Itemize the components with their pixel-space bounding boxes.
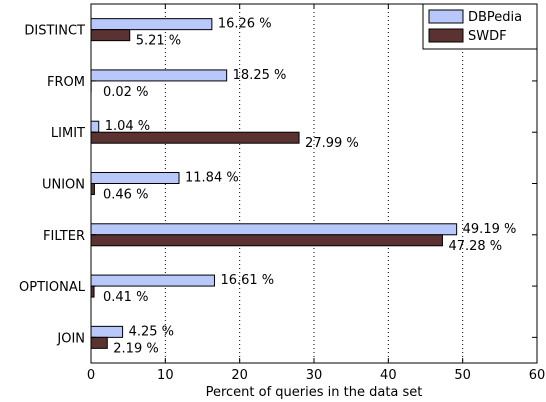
category-label-join: JOIN	[56, 331, 85, 346]
category-label-union: UNION	[42, 178, 85, 193]
bar-dbpedia-distinct	[90, 18, 213, 31]
legend-swatch-swdf	[428, 28, 464, 43]
category-label-limit: LIMIT	[51, 126, 85, 141]
data-label-dbpedia-limit: 1.04 %	[105, 119, 150, 134]
x-tick-label-20: 20	[231, 368, 248, 383]
data-label-dbpedia-from: 18.25 %	[233, 68, 287, 83]
bar-dbpedia-join	[90, 325, 124, 338]
data-label-dbpedia-filter: 49.19 %	[463, 222, 517, 237]
legend: DBPedia SWDF	[422, 3, 538, 50]
bar-dbpedia-from	[90, 69, 228, 82]
x-tick-label-50: 50	[454, 368, 471, 383]
bar-swdf-join	[90, 336, 108, 349]
bar-swdf-distinct	[90, 29, 131, 42]
bar-dbpedia-union	[90, 172, 180, 184]
bar-swdf-union	[90, 183, 95, 195]
data-label-swdf-filter: 47.28 %	[448, 239, 502, 254]
x-tick-label-30: 30	[306, 368, 323, 383]
bar-dbpedia-optional	[90, 274, 215, 287]
x-tick-label-60: 60	[529, 368, 546, 383]
x-axis-label: Percent of queries in the data set	[206, 385, 423, 400]
bar-dbpedia-limit	[90, 120, 100, 133]
data-label-dbpedia-distinct: 16.26 %	[218, 17, 272, 32]
x-tick-label-0: 0	[87, 368, 95, 383]
data-label-dbpedia-optional: 16.61 %	[220, 273, 274, 288]
x-tick-label-40: 40	[380, 368, 397, 383]
data-label-swdf-limit: 27.99 %	[305, 136, 359, 151]
category-label-optional: OPTIONAL	[19, 280, 86, 295]
category-label-filter: FILTER	[43, 229, 85, 244]
category-label-distinct: DISTINCT	[24, 24, 85, 39]
data-label-swdf-join: 2.19 %	[113, 341, 158, 356]
axis-ticks: 0 10 20 30 40 50 60 DISTINCT FROM LIMIT UNION FILTE…	[19, 4, 545, 383]
data-labels: 16.26 % 5.21 % 18.25 % 0.02 % 1.04 % 27.99 % 1…	[103, 17, 516, 357]
data-label-swdf-from: 0.02 %	[103, 85, 148, 100]
data-label-dbpedia-union: 11.84 %	[185, 171, 239, 186]
category-label-from: FROM	[47, 75, 85, 90]
bar-dbpedia-filter	[90, 223, 458, 236]
data-label-swdf-distinct: 5.21 %	[136, 34, 181, 49]
data-label-swdf-optional: 0.41 %	[103, 290, 148, 305]
data-label-dbpedia-join: 4.25 %	[129, 324, 174, 339]
x-tick-label-10: 10	[157, 368, 174, 383]
legend-label-dbpedia: DBPedia	[468, 10, 522, 25]
legend-swatch-dbpedia	[428, 9, 464, 24]
legend-label-swdf: SWDF	[468, 29, 507, 44]
bar-swdf-filter	[90, 234, 443, 247]
data-label-swdf-union: 0.46 %	[103, 188, 148, 203]
